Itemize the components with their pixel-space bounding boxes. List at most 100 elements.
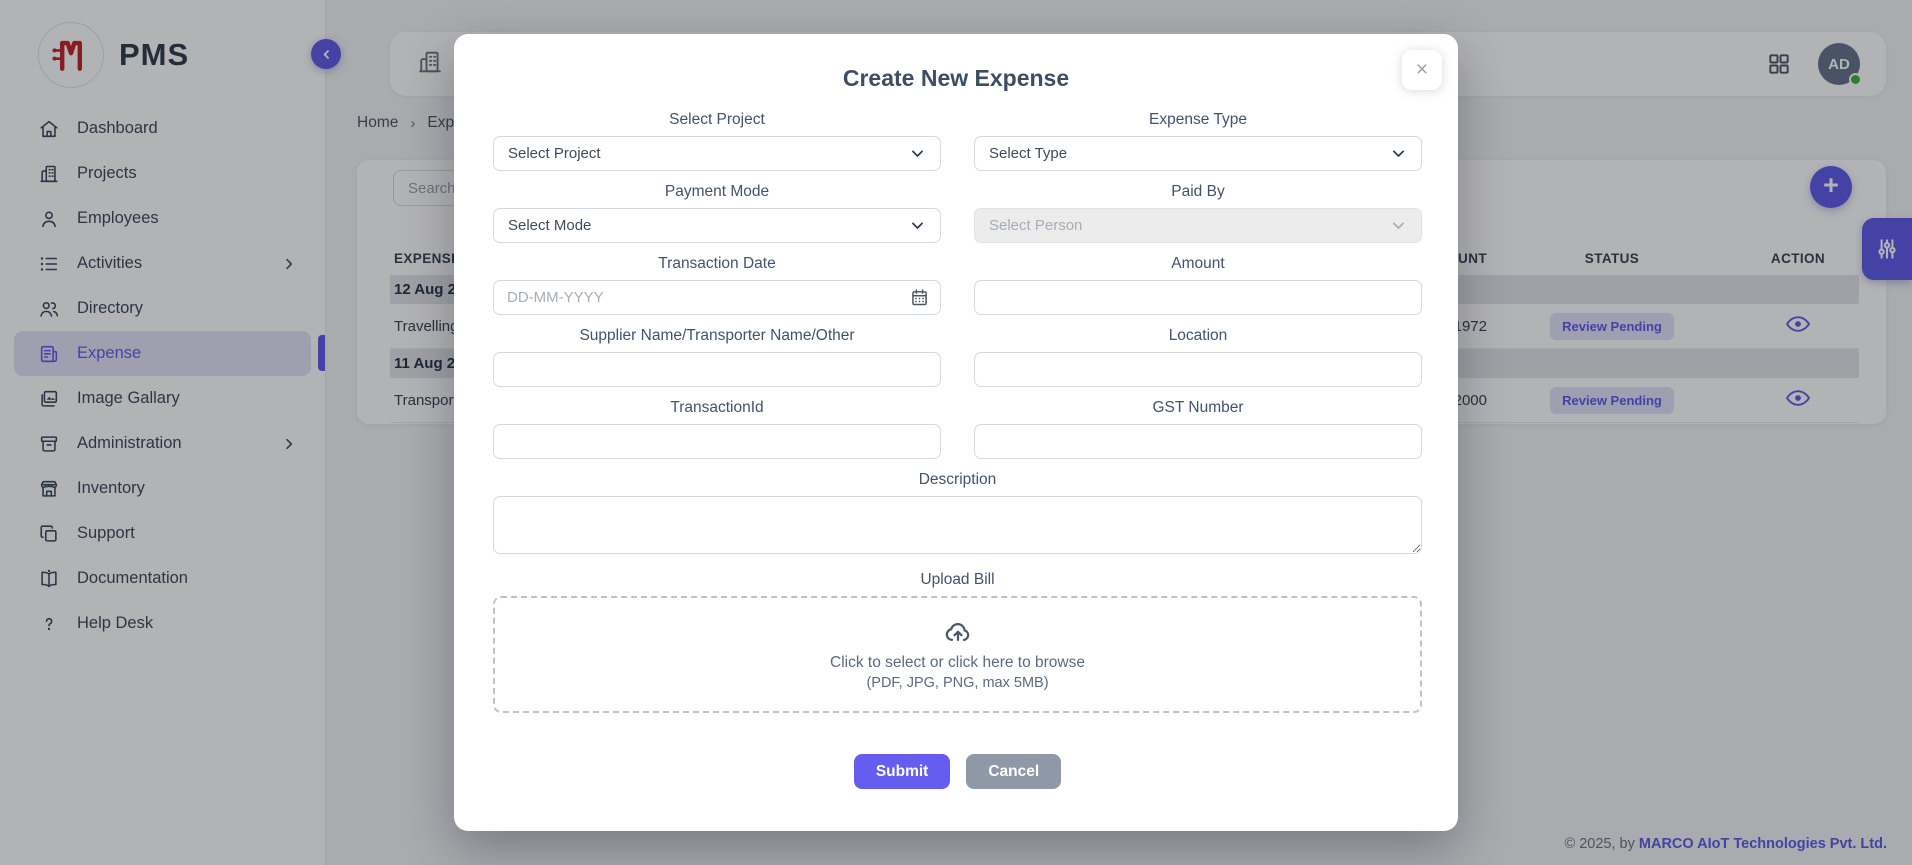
cell-status: Review Pending (1487, 386, 1737, 414)
view-expense-button[interactable] (1785, 314, 1811, 334)
location-input[interactable] (974, 352, 1422, 387)
sidebar-item-help-desk[interactable]: Help Desk (14, 601, 311, 646)
chevron-right-icon (281, 436, 297, 452)
copy-icon (38, 523, 60, 545)
user-icon (38, 208, 60, 230)
apps-grid-icon[interactable] (1766, 51, 1792, 77)
cell-status: Review Pending (1487, 312, 1737, 340)
sidebar-item-dashboard[interactable]: Dashboard (14, 106, 311, 151)
sidebar-item-label: Administration (77, 434, 182, 452)
sliders-icon (1874, 236, 1900, 262)
footer: © 2025, by MARCO AIoT Technologies Pvt. … (1565, 836, 1887, 852)
archive-icon (38, 433, 60, 455)
gst-number-input[interactable] (974, 424, 1422, 459)
field-transaction-date: Transaction Date (493, 255, 941, 315)
dropzone-hint: (PDF, JPG, PNG, max 5MB) (866, 675, 1049, 691)
supplier-input[interactable] (493, 352, 941, 387)
select-project-dropdown[interactable]: Select Project (493, 136, 941, 171)
chevron-left-icon (319, 47, 334, 62)
sidebar: PMS Dashboard Projects Employees Activities… (0, 0, 326, 865)
avatar-initials: AD (1828, 55, 1850, 73)
sidebar-item-label: Help Desk (77, 614, 154, 632)
sidebar-item-label: Dashboard (77, 119, 158, 137)
breadcrumb-home[interactable]: Home (357, 114, 399, 131)
field-gst: GST Number (974, 399, 1422, 459)
payment-mode-dropdown[interactable]: Select Mode (493, 208, 941, 243)
sidebar-item-inventory[interactable]: Inventory (14, 466, 311, 511)
logo-m-icon (38, 22, 104, 88)
breadcrumb-separator: › (410, 114, 416, 132)
description-textarea[interactable] (493, 496, 1422, 554)
sidebar-item-expense[interactable]: Expense (14, 331, 311, 376)
cell-action (1737, 388, 1859, 412)
description-label: Description (918, 471, 997, 488)
amount-input[interactable] (974, 280, 1422, 315)
select-project-value: Select Project (508, 145, 601, 162)
book-icon (38, 568, 60, 590)
paid-by-label: Paid By (1171, 183, 1225, 200)
field-expense-type: Expense Type Select Type (974, 111, 1422, 171)
sidebar-item-administration[interactable]: Administration (14, 421, 311, 466)
home-icon (38, 118, 60, 140)
expense-type-label: Expense Type (1149, 111, 1247, 128)
cloud-upload-icon (943, 618, 973, 648)
sidebar-item-label: Projects (77, 164, 137, 182)
copyright-text: © 2025, by (1564, 836, 1639, 852)
sidebar-item-employees[interactable]: Employees (14, 196, 311, 241)
paid-by-dropdown-disabled: Select Person (974, 208, 1422, 243)
sidebar-item-projects[interactable]: Projects (14, 151, 311, 196)
supplier-label: Supplier Name/Transporter Name/Other (579, 327, 855, 344)
add-expense-button[interactable]: + (1810, 166, 1852, 208)
upload-dropzone[interactable]: Click to select or click here to browse … (493, 596, 1422, 713)
sidebar-item-image-gallary[interactable]: Image Gallary (14, 376, 311, 421)
sidebar-item-label: Expense (77, 344, 142, 362)
sidebar-item-label: Image Gallary (77, 389, 180, 407)
active-item-indicator (318, 335, 325, 371)
transaction-id-label: TransactionId (670, 399, 764, 416)
view-expense-button[interactable] (1785, 388, 1811, 408)
sidebar-item-label: Employees (77, 209, 159, 227)
transaction-id-input[interactable] (493, 424, 941, 459)
online-status-dot (1849, 73, 1862, 86)
create-expense-modal: × Create New Expense Select Project Sele… (454, 34, 1458, 831)
sidebar-collapse-button[interactable] (311, 39, 341, 69)
modal-title: Create New Expense (842, 65, 1070, 91)
field-location: Location (974, 327, 1422, 387)
field-transaction-id: TransactionId (493, 399, 941, 459)
submit-button[interactable]: Submit (853, 754, 951, 789)
building-icon (416, 48, 444, 81)
store-icon (38, 478, 60, 500)
header-actions: AD (1766, 43, 1862, 86)
sidebar-item-label: Inventory (77, 479, 145, 497)
expense-form: Select Project Select Project Expense Ty… (454, 111, 1458, 789)
dropzone-text: Click to select or click here to browse (830, 654, 1085, 671)
transaction-date-input[interactable] (493, 280, 941, 315)
avatar[interactable]: AD (1818, 43, 1862, 86)
close-button[interactable]: × (1402, 50, 1442, 90)
sidebar-item-activities[interactable]: Activities (14, 241, 311, 286)
sidebar-item-label: Activities (77, 254, 143, 272)
chevron-down-icon (1390, 145, 1407, 162)
modal-actions: Submit Cancel (493, 754, 1422, 789)
table-settings-flyout-tab[interactable] (1862, 218, 1912, 280)
field-amount: Amount (974, 255, 1422, 315)
brand-logo: PMS (0, 0, 325, 88)
expense-type-dropdown[interactable]: Select Type (974, 136, 1422, 171)
transaction-date-label: Transaction Date (658, 255, 776, 272)
sidebar-item-directory[interactable]: Directory (14, 286, 311, 331)
close-icon: × (1415, 58, 1429, 81)
cell-amount: 1972 (1453, 317, 1487, 335)
field-payment-mode: Payment Mode Select Mode (493, 183, 941, 243)
users-icon (38, 298, 60, 320)
cancel-button[interactable]: Cancel (966, 754, 1062, 789)
sidebar-item-label: Documentation (77, 569, 188, 587)
receipt-icon (38, 343, 60, 365)
sidebar-item-documentation[interactable]: Documentation (14, 556, 311, 601)
field-select-project: Select Project Select Project (493, 111, 941, 171)
payment-mode-label: Payment Mode (664, 183, 770, 200)
company-link[interactable]: MARCO AIoT Technologies Pvt. Ltd. (1638, 836, 1887, 852)
sidebar-item-support[interactable]: Support (14, 511, 311, 556)
eye-icon (1785, 388, 1811, 408)
buildings-icon (38, 163, 60, 185)
cell-amount: 2000 (1453, 391, 1487, 409)
